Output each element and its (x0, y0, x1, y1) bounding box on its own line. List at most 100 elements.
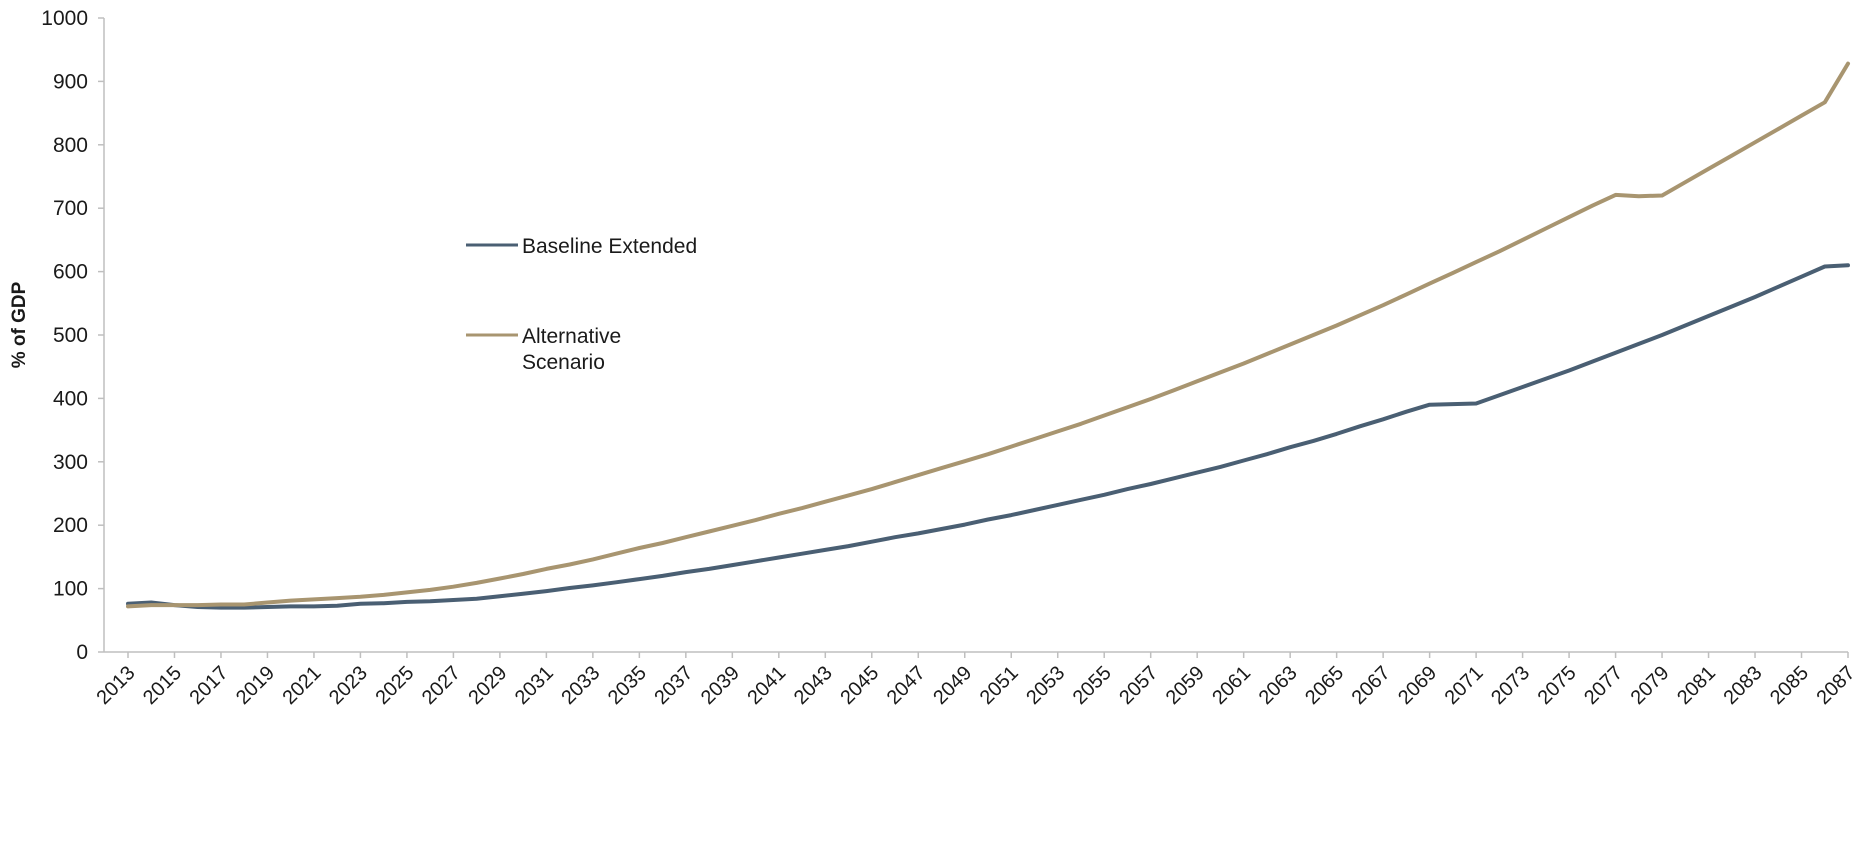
data-point (289, 604, 293, 609)
data-point (777, 555, 781, 560)
x-tick-label: 2081 (1673, 662, 1720, 709)
data-point (707, 529, 711, 534)
data-point (1288, 342, 1292, 347)
data-point (382, 601, 386, 605)
y-axis-label: % of GDP (9, 281, 30, 368)
data-point (1706, 167, 1711, 171)
data-point (1590, 360, 1594, 364)
data-point (475, 597, 479, 601)
data-point (1381, 417, 1385, 421)
y-tick-label: 400 (53, 387, 88, 410)
data-point (916, 531, 920, 536)
data-point (1614, 351, 1618, 355)
x-tick-label: 2075 (1534, 662, 1581, 709)
x-tick-label: 2061 (1208, 662, 1255, 709)
data-point (312, 604, 316, 609)
data-point (1660, 333, 1664, 337)
data-point (614, 580, 618, 584)
data-point (382, 593, 386, 597)
data-point (1683, 180, 1687, 184)
x-tick-label: 2063 (1255, 662, 1302, 709)
data-point (1776, 127, 1780, 131)
data-point (1288, 445, 1292, 449)
data-point (1706, 314, 1711, 318)
y-tick-label: 200 (53, 514, 88, 537)
x-tick-label: 2073 (1487, 662, 1534, 709)
x-tick-label: 2047 (883, 662, 930, 709)
series-points-alternative-scenario (126, 62, 1850, 609)
data-point (939, 527, 944, 531)
data-point (428, 599, 432, 603)
data-point (684, 535, 688, 539)
data-point (1335, 323, 1339, 328)
data-point (1637, 194, 1641, 198)
legend-label-baseline-extended: Baseline Extended (522, 235, 697, 258)
x-tick-label: 2017 (185, 662, 232, 709)
data-point (1149, 397, 1153, 401)
data-point (149, 603, 153, 607)
data-point (1590, 204, 1594, 208)
data-point (730, 563, 734, 567)
x-tick-label: 2067 (1348, 662, 1395, 709)
data-point (823, 500, 827, 504)
series-line-alternative-scenario (126, 61, 1850, 609)
data-point (1823, 264, 1827, 269)
data-point (1102, 493, 1106, 497)
data-point (846, 544, 851, 548)
data-point (800, 552, 804, 556)
data-point (893, 480, 897, 484)
data-point (196, 603, 200, 607)
x-tick-label: 2077 (1580, 662, 1627, 709)
data-point (521, 592, 525, 596)
data-point (893, 535, 897, 539)
x-tick-label: 2039 (697, 662, 744, 709)
data-point (1404, 410, 1408, 414)
data-point (1079, 498, 1083, 502)
data-point (591, 583, 595, 588)
x-tick-label: 2033 (557, 662, 604, 709)
data-point (1079, 422, 1083, 426)
data-point (754, 559, 758, 563)
data-point (219, 606, 223, 610)
data-point (1125, 405, 1130, 409)
data-point (986, 452, 990, 456)
data-point (242, 602, 246, 607)
data-point (777, 512, 781, 516)
data-point (358, 602, 362, 606)
x-tick-label: 2019 (232, 662, 279, 709)
data-point (1195, 379, 1199, 383)
x-tick-label: 2053 (1022, 662, 1069, 709)
y-tick-label: 300 (53, 451, 88, 474)
data-point (219, 602, 223, 607)
data-point (1451, 271, 1455, 275)
x-tick-label: 2057 (1115, 662, 1162, 709)
x-tick-label: 2023 (325, 662, 372, 709)
data-point (1428, 282, 1432, 286)
data-point (1218, 465, 1222, 469)
data-point (568, 586, 572, 590)
data-point (1428, 403, 1432, 407)
data-point (451, 598, 455, 602)
legend-label-alternative-scenario: Alternative Scenario (522, 325, 627, 374)
data-point (1149, 482, 1153, 486)
data-point (1567, 368, 1571, 373)
data-point (544, 567, 549, 571)
data-point (265, 605, 270, 609)
data-point (661, 541, 665, 545)
data-point (1474, 401, 1478, 406)
data-point (1218, 370, 1222, 374)
data-point (1358, 424, 1362, 428)
data-point (1125, 487, 1130, 491)
x-tick-label: 2041 (743, 662, 790, 709)
x-tick-label: 2069 (1394, 662, 1441, 709)
data-point (1823, 100, 1827, 104)
data-point (684, 570, 688, 574)
data-point (730, 524, 734, 528)
data-point (1846, 263, 1850, 267)
data-point (498, 576, 502, 581)
x-tick-label: 2051 (976, 662, 1023, 709)
data-point (1381, 303, 1385, 307)
data-point (870, 540, 874, 544)
x-tick-label: 2055 (1069, 662, 1116, 709)
data-point (1032, 437, 1037, 441)
